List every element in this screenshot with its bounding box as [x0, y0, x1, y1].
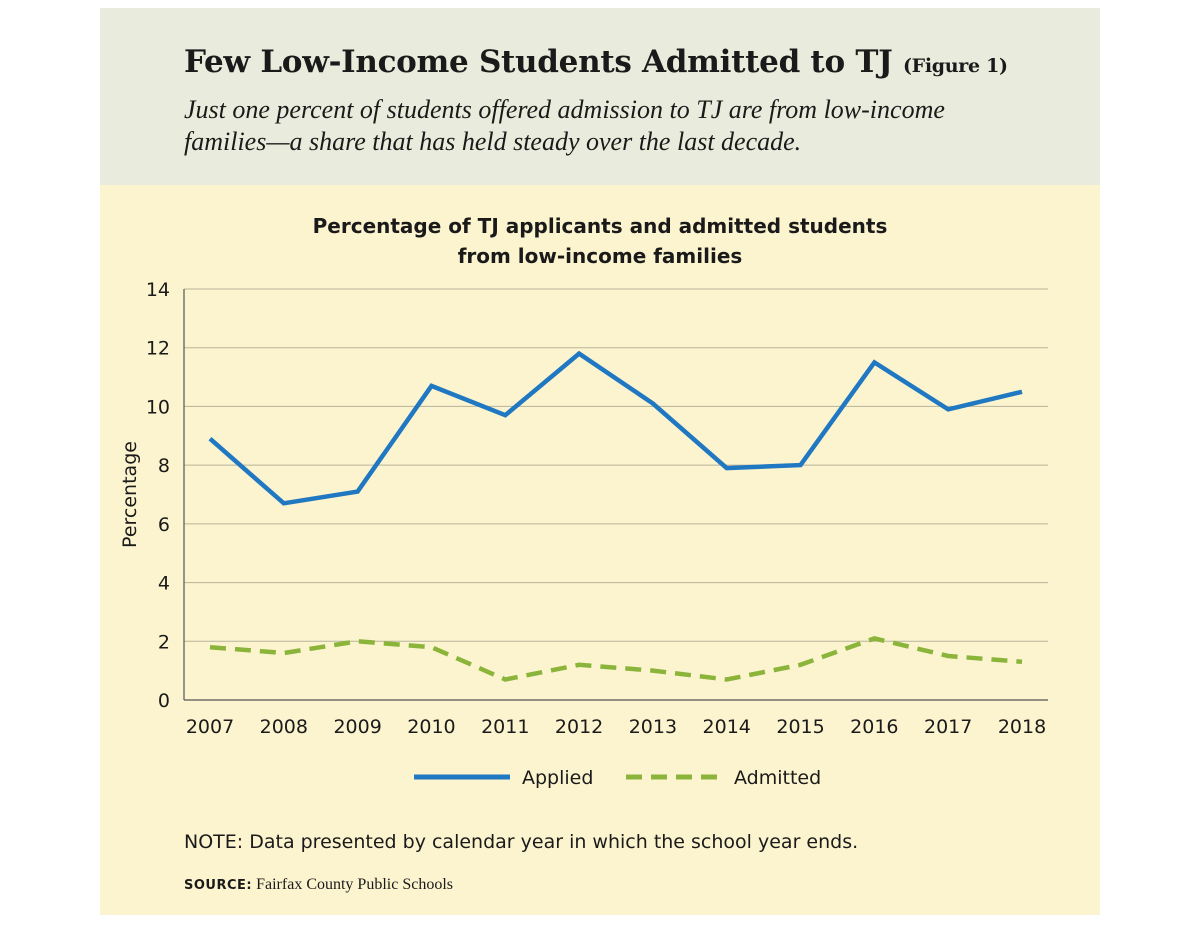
x-tick-label: 2011: [481, 716, 529, 738]
data-point-admitted: [725, 677, 729, 681]
data-point-admitted: [503, 677, 507, 681]
chart-panel: [100, 185, 1100, 915]
chart-title: Percentage of TJ applicants and admitted…: [100, 211, 1100, 271]
data-point-admitted: [208, 645, 212, 649]
data-point-applied: [208, 437, 212, 441]
chart-note: NOTE: Data presented by calendar year in…: [184, 831, 859, 853]
source-text: Fairfax County Public Schools: [256, 876, 453, 893]
figure-header: [100, 8, 1100, 185]
x-tick-label: 2012: [555, 716, 603, 738]
data-point-admitted: [356, 639, 360, 643]
data-point-admitted: [799, 663, 803, 667]
x-tick-label: 2008: [260, 716, 308, 738]
x-tick-label: 2009: [333, 716, 381, 738]
chart-title-line-1: Percentage of TJ applicants and admitted…: [312, 214, 888, 238]
data-point-applied: [356, 490, 360, 494]
data-point-admitted: [429, 645, 433, 649]
chart-title-line-2: from low-income families: [457, 244, 743, 268]
x-tick-label: 2014: [703, 716, 751, 738]
data-point-applied: [1020, 390, 1024, 394]
figure-card: Few Low-Income Students Admitted to TJ (…: [100, 8, 1100, 915]
data-point-applied: [282, 501, 286, 505]
figure-title: Few Low-Income Students Admitted to TJ (…: [184, 44, 1008, 80]
y-tick-label: 10: [146, 396, 170, 418]
x-tick-label: 2007: [186, 716, 234, 738]
y-tick-label: 0: [158, 690, 170, 712]
source-label: SOURCE:: [184, 878, 253, 893]
data-point-admitted: [1020, 660, 1024, 664]
data-point-applied: [503, 413, 507, 417]
x-tick-label: 2018: [998, 716, 1046, 738]
series-line-admitted: [209, 636, 1023, 682]
y-axis-title: Percentage: [119, 441, 141, 548]
data-point-applied: [799, 463, 803, 467]
x-tick-label: 2015: [776, 716, 824, 738]
data-point-applied: [577, 352, 581, 356]
data-point-admitted: [577, 663, 581, 667]
data-point-admitted: [651, 669, 655, 673]
data-point-applied: [651, 401, 655, 405]
data-point-admitted: [282, 651, 286, 655]
figure-title-text: Few Low-Income Students Admitted to TJ: [184, 44, 893, 80]
figure-subtitle: Just one percent of students offered adm…: [184, 94, 1044, 158]
data-point-applied: [725, 466, 729, 470]
data-point-applied: [872, 360, 876, 364]
subtitle-line-1: Just one percent of students offered adm…: [184, 95, 945, 124]
x-tick-label: 2013: [629, 716, 677, 738]
legend-label-admitted: Admitted: [734, 767, 821, 789]
y-tick-label: 14: [146, 279, 170, 301]
legend-label-applied: Applied: [522, 767, 593, 789]
data-point-applied: [946, 407, 950, 411]
x-tick-label: 2010: [407, 716, 455, 738]
data-point-admitted: [872, 636, 876, 640]
figure-label: (Figure 1): [902, 55, 1008, 77]
chart-source: SOURCE: Fairfax County Public Schools: [184, 876, 453, 894]
series-line-applied: [208, 350, 1023, 506]
y-tick-label: 6: [158, 514, 170, 536]
subtitle-line-2: families—a share that has held steady ov…: [184, 127, 802, 156]
y-tick-label: 2: [158, 631, 170, 653]
y-tick-label: 12: [146, 338, 170, 360]
x-tick-label: 2016: [850, 716, 898, 738]
data-point-admitted: [946, 654, 950, 658]
line-chart: 0 2 4 6 8 10 12 14 Percentage 2007 2008 2009 2010 201…: [119, 279, 1048, 789]
data-point-applied: [429, 384, 433, 388]
y-tick-label: 8: [158, 455, 170, 477]
x-tick-label: 2017: [924, 716, 972, 738]
y-tick-label: 4: [158, 573, 170, 595]
